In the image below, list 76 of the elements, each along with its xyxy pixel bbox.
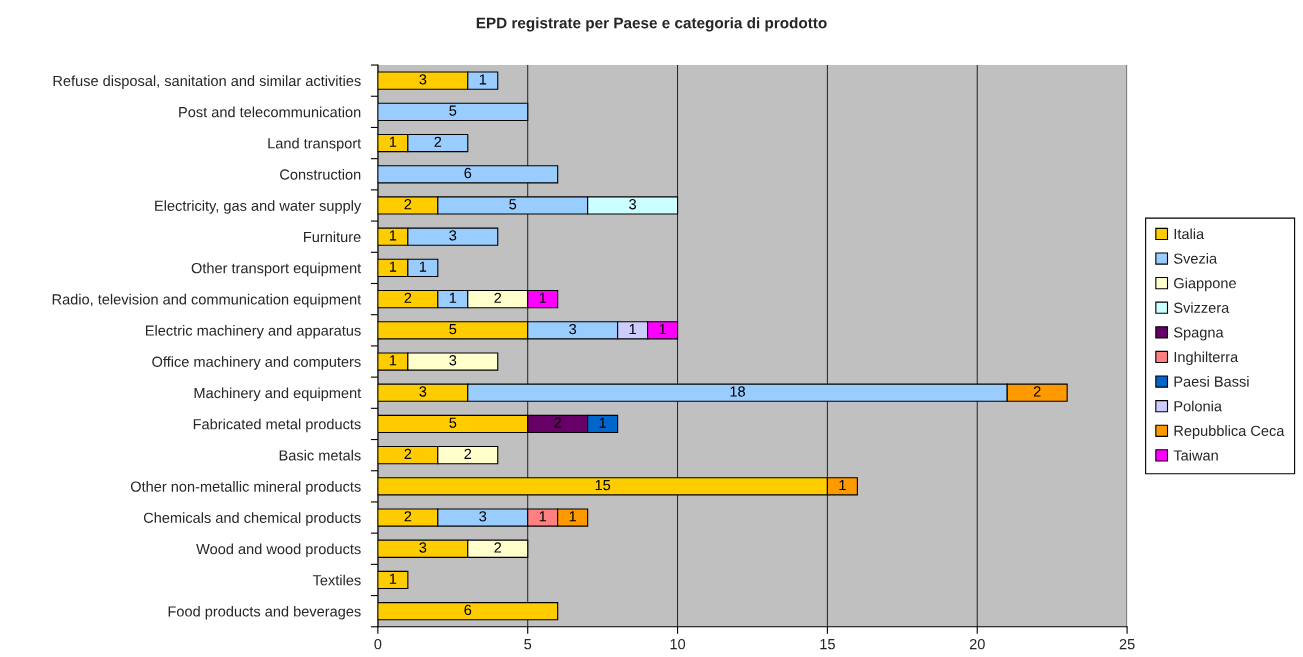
data-label: 2 [404,448,412,459]
legend-label: Giappone [1174,277,1236,292]
data-label: 2 [554,417,562,428]
chart-title: EPD registrate per Paese e categoria di prodotto [476,17,827,32]
y-tick-label: Food products and beverages [168,605,361,620]
data-label: 2 [434,136,442,147]
legend-label: Polonia [1174,400,1222,412]
legend-label: Italia [1174,228,1205,240]
y-tick-label: Refuse disposal, sanitation and similar activities [53,75,361,89]
data-label: 3 [569,323,577,335]
legend-label: Taiwan [1173,449,1218,461]
data-label: 3 [449,230,457,241]
data-label: 2 [464,448,472,459]
y-tick-label: Post and telecommunication [179,106,361,118]
y-tick-label: Land transport [268,137,362,152]
data-label: 1 [629,324,636,335]
data-label: 1 [599,417,606,428]
data-label: 2 [404,292,412,303]
data-label: 3 [449,355,457,366]
y-tick-label: Construction [280,168,361,180]
data-label: 3 [479,511,487,522]
y-tick-label: Other transport equipment [191,262,362,277]
data-label: 5 [509,199,517,210]
data-label: 6 [464,167,472,179]
data-label: 1 [539,292,547,303]
data-label: 2 [404,199,412,210]
y-tick-label: Basic metals [279,449,361,461]
data-label: 1 [419,261,427,272]
x-tick-label: 5 [524,639,532,650]
y-tick-label: Radio, television and communication equipment [52,293,362,308]
x-tick-label: 20 [969,638,985,650]
x-tick-label: 10 [670,638,686,650]
y-tick-label: Fabricated metal products [193,418,361,433]
data-label: 3 [419,74,427,85]
legend-label: Inghilterra [1174,351,1239,366]
data-label: 2 [404,511,412,522]
data-label: 1 [839,480,846,491]
data-label: 1 [389,261,397,272]
data-label: 1 [389,136,397,147]
y-tick-label: Furniture [304,231,361,243]
data-label: 3 [629,199,637,210]
data-label: 1 [389,573,397,584]
y-tick-label: Electric machinery and apparatus [145,325,361,339]
legend-label: Repubblica Ceca [1174,425,1285,439]
data-label: 1 [389,230,397,241]
data-label: 5 [449,105,457,116]
data-label: 2 [494,542,502,553]
data-label: 1 [569,511,577,522]
legend-label: Svezia [1174,253,1218,264]
y-tick-label: Electricity, gas and water supply [155,200,362,214]
data-label: 1 [479,74,487,85]
y-tick-label: Office machinery and computers [152,356,361,370]
data-label: 3 [419,542,427,553]
data-label: 1 [659,324,666,335]
legend-label: Svizzera [1174,302,1230,313]
y-tick-label: Machinery and equipment [194,387,362,402]
y-tick-label: Wood and wood products [196,543,361,558]
data-label: 1 [389,355,397,366]
y-tick-label: Other non-metallic mineral products [130,481,361,495]
data-label: 1 [539,511,547,522]
x-tick-label: 25 [1119,638,1135,650]
x-tick-label: 0 [374,638,382,650]
y-tick-label: Chemicals and chemical products [143,512,361,526]
legend-label: Spagna [1174,327,1224,341]
data-label: 1 [449,292,457,303]
data-label: 2 [1033,386,1041,397]
data-label: 18 [730,386,745,397]
legend-label: Paesi Bassi [1174,376,1249,387]
data-label: 6 [464,604,472,616]
data-label: 5 [449,417,457,428]
y-tick-label: Textiles [312,574,361,586]
data-label: 3 [419,386,427,397]
data-label: 2 [494,292,502,303]
data-label: 15 [595,480,611,491]
x-tick-label: 15 [820,639,835,650]
data-label: 5 [449,324,457,335]
